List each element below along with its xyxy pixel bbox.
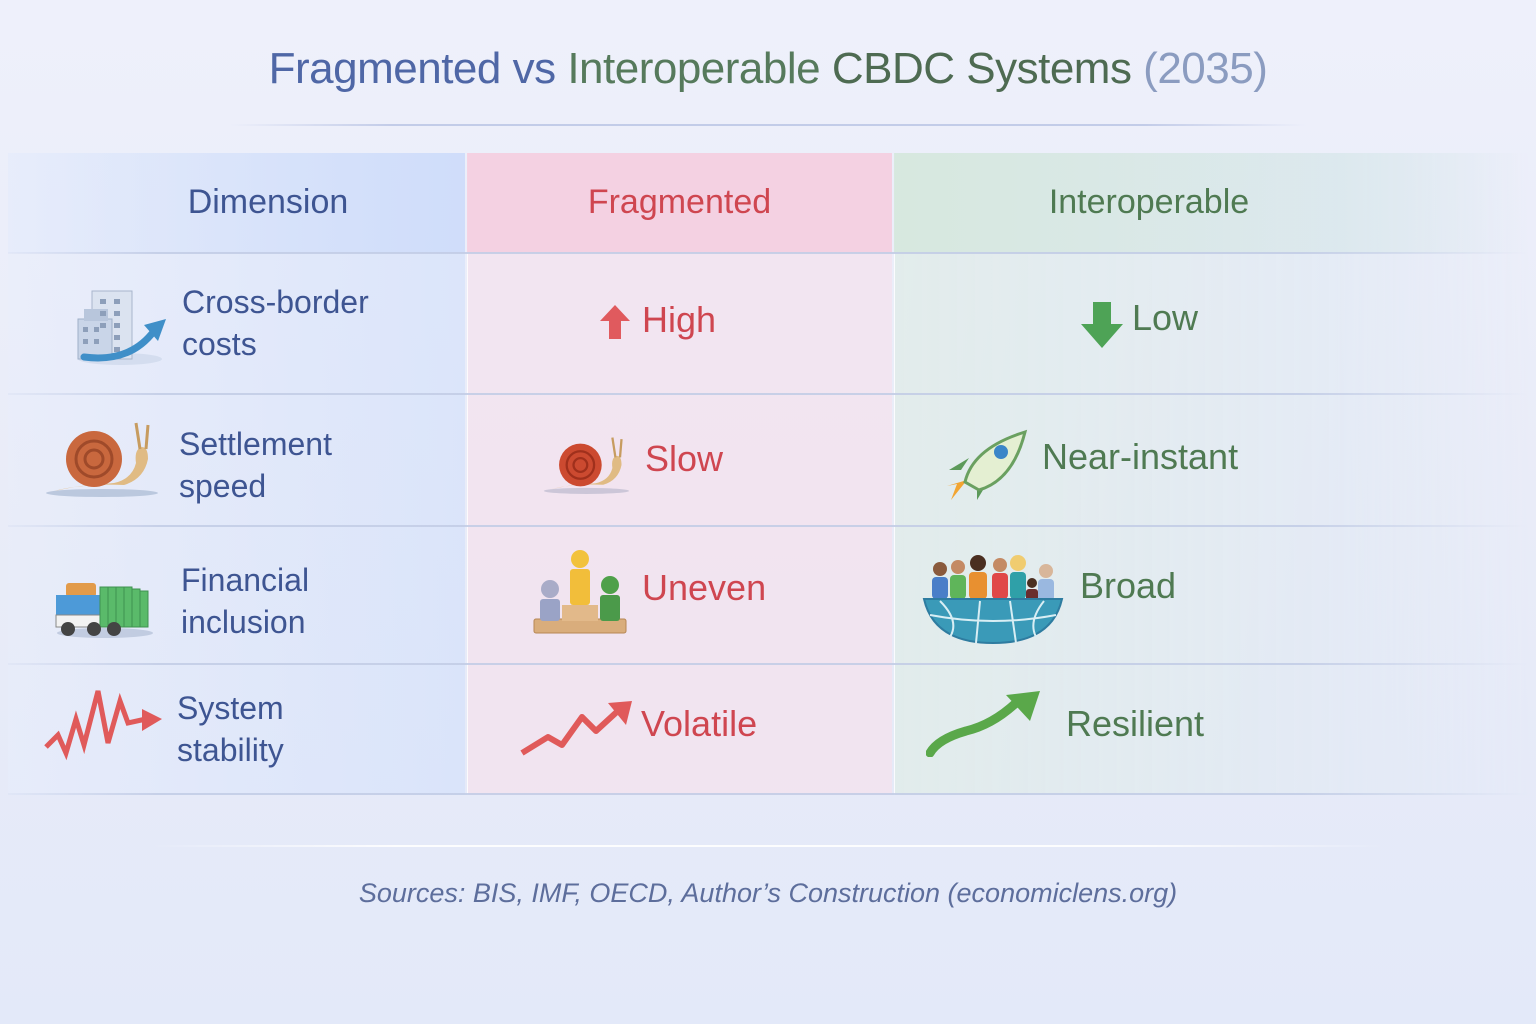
header-interoperable: Interoperable — [1048, 183, 1250, 221]
jagged-trend-arrow-icon — [518, 699, 634, 764]
zigzag-arrow-icon — [42, 685, 162, 766]
dimension-label: System stability — [177, 690, 284, 768]
header-band-dimension — [8, 153, 465, 253]
dimension-label: Financial inclusion — [181, 562, 310, 640]
sources-caption: Sources: BIS, IMF, OECD, Author’s Constr… — [358, 878, 1178, 908]
arrow-up-icon — [598, 303, 632, 346]
title-cbdc-systems: CBDC Systems — [831, 44, 1144, 93]
comparison-table: Dimension Fragmented Interoperable — [8, 153, 1528, 795]
row-divider — [8, 393, 1528, 395]
row-divider — [8, 793, 1528, 795]
fragmented-value: Slow — [645, 438, 724, 479]
interoperable-value: Resilient — [1066, 703, 1205, 744]
footer-divider — [150, 845, 1386, 847]
dimension-label: Cross-border costs — [182, 284, 369, 362]
arrow-down-icon — [1079, 300, 1125, 355]
podium-people-icon — [530, 549, 630, 644]
people-on-globe-icon — [920, 551, 1066, 652]
rocket-icon — [943, 428, 1035, 507]
column-fragmented — [467, 153, 892, 795]
curved-up-arrow-icon — [925, 691, 1046, 762]
fragmented-value: High — [642, 299, 717, 340]
header-dimension: Dimension — [187, 183, 349, 221]
title-year: (2035) — [1143, 44, 1268, 93]
delivery-truck-icon — [50, 561, 160, 646]
row-divider — [8, 252, 1528, 254]
title-divider — [230, 124, 1306, 126]
header-band-interoperable — [894, 153, 1528, 253]
interoperable-value: Near-instant — [1042, 436, 1239, 477]
page-title: Fragmented vs Interoperable CBDC Systems… — [0, 44, 1536, 94]
title-interoperable: Interoperable — [567, 44, 832, 93]
title-fragmented: Fragmented vs — [268, 44, 568, 93]
dimension-label: Settlement speed — [179, 426, 332, 504]
row-divider — [8, 525, 1528, 527]
buildings-rising-arrow-icon — [70, 279, 170, 374]
interoperable-value: Broad — [1080, 565, 1177, 606]
fragmented-value: Volatile — [641, 703, 758, 744]
fragmented-value: Uneven — [642, 567, 767, 608]
snail-icon — [44, 417, 164, 506]
interoperable-value: Low — [1132, 297, 1199, 338]
snail-icon — [540, 433, 636, 502]
header-band-fragmented — [467, 153, 892, 253]
header-fragmented: Fragmented — [587, 183, 772, 221]
row-divider — [8, 663, 1528, 665]
